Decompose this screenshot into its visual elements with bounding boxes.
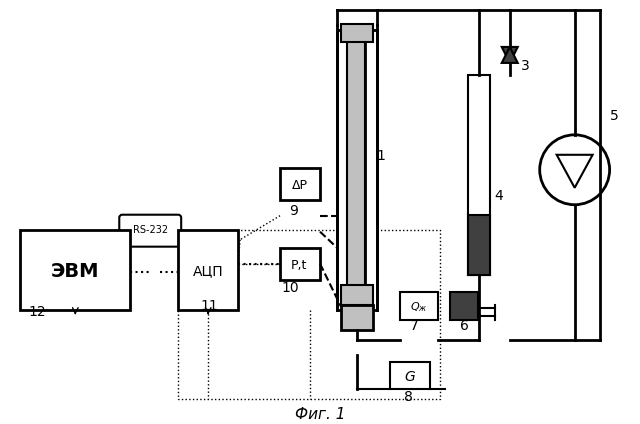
Bar bbox=[347, 35, 365, 295]
Bar bbox=[341, 304, 373, 329]
Text: ЭВМ: ЭВМ bbox=[51, 262, 100, 281]
Text: 12: 12 bbox=[28, 304, 46, 318]
Bar bbox=[468, 215, 490, 275]
Text: 3: 3 bbox=[521, 59, 529, 73]
Text: 9: 9 bbox=[289, 204, 298, 218]
Circle shape bbox=[540, 135, 610, 205]
Text: 5: 5 bbox=[610, 109, 618, 123]
Text: 4: 4 bbox=[495, 189, 504, 203]
Bar bbox=[468, 75, 490, 275]
Text: G: G bbox=[404, 371, 415, 385]
Text: P,t: P,t bbox=[291, 259, 307, 272]
Bar bbox=[400, 292, 438, 320]
Text: 6: 6 bbox=[460, 318, 468, 332]
Text: 7: 7 bbox=[410, 318, 419, 332]
Bar bbox=[280, 248, 320, 279]
Text: АЦП: АЦП bbox=[193, 265, 223, 279]
Text: 11: 11 bbox=[200, 298, 218, 312]
Text: 10: 10 bbox=[281, 281, 299, 295]
Polygon shape bbox=[502, 47, 518, 63]
Text: ΔP: ΔP bbox=[292, 179, 308, 192]
Bar bbox=[178, 230, 238, 310]
Polygon shape bbox=[502, 47, 518, 63]
Bar bbox=[341, 285, 373, 304]
Bar bbox=[280, 168, 320, 200]
Text: 1: 1 bbox=[377, 149, 386, 163]
Text: Фиг. 1: Фиг. 1 bbox=[295, 407, 345, 422]
Bar bbox=[337, 30, 349, 310]
Bar bbox=[20, 230, 131, 310]
Text: RS-232: RS-232 bbox=[132, 225, 168, 235]
Bar bbox=[365, 30, 377, 310]
Bar bbox=[390, 362, 430, 390]
Text: 8: 8 bbox=[404, 391, 413, 404]
Text: $Q_ж$: $Q_ж$ bbox=[410, 301, 428, 315]
Polygon shape bbox=[557, 155, 593, 188]
FancyBboxPatch shape bbox=[119, 215, 181, 247]
Bar bbox=[450, 292, 478, 320]
Bar bbox=[341, 24, 373, 42]
